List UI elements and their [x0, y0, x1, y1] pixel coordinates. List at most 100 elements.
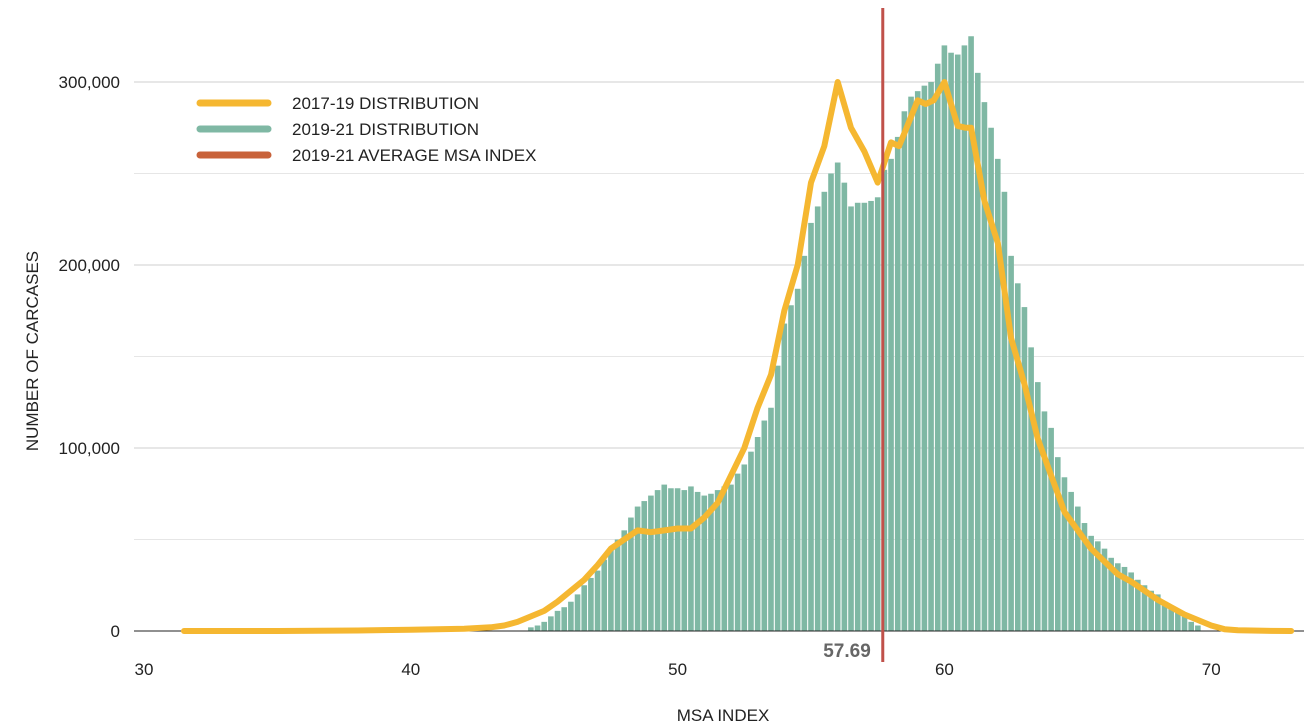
bar: [934, 63, 941, 631]
bar: [1121, 566, 1128, 631]
bar: [1148, 590, 1154, 631]
legend-label: 2019-21 DISTRIBUTION: [292, 120, 479, 139]
y-tick-label: 200,000: [59, 256, 120, 275]
bar: [1088, 535, 1094, 631]
bar: [574, 594, 581, 631]
bar: [554, 610, 561, 631]
bar: [821, 191, 828, 632]
bar: [894, 136, 901, 631]
bar: [961, 45, 968, 631]
bar: [828, 173, 834, 631]
x-tick-label: 50: [668, 660, 687, 679]
bar: [648, 495, 654, 631]
bar: [561, 607, 568, 631]
bar: [1095, 541, 1101, 631]
bar: [674, 488, 681, 631]
x-tick-label: 70: [1202, 660, 1221, 679]
line-2017-19: [181, 79, 1295, 634]
bar: [841, 182, 848, 631]
bar: [1195, 625, 1201, 631]
bar: [1048, 427, 1054, 631]
x-tick-label: 30: [135, 660, 154, 679]
bar: [968, 36, 974, 631]
bar: [534, 625, 541, 631]
bar: [661, 484, 668, 631]
bar: [1115, 563, 1121, 631]
bar: [681, 490, 688, 631]
bar: [701, 495, 708, 631]
bar: [1161, 601, 1168, 631]
bar: [888, 158, 894, 632]
bar: [768, 407, 774, 631]
bar: [1061, 477, 1068, 631]
legend-label: 2017-19 DISTRIBUTION: [292, 94, 479, 113]
x-axis-title: MSA INDEX: [677, 706, 770, 725]
bar: [668, 488, 674, 631]
bar: [1128, 572, 1134, 631]
bar: [1034, 382, 1041, 631]
bar: [854, 202, 861, 631]
bar: [1188, 621, 1194, 631]
bars-2019-21: [528, 36, 1201, 632]
bar: [801, 255, 808, 631]
bar: [1081, 523, 1088, 631]
bar: [948, 52, 954, 632]
bar: [588, 577, 594, 631]
bar: [1075, 506, 1081, 631]
bar: [908, 96, 914, 631]
y-tick-label: 0: [111, 622, 120, 641]
bar: [568, 601, 574, 631]
bar: [921, 85, 928, 631]
bar: [654, 490, 661, 631]
bar: [734, 473, 741, 631]
bar: [1041, 411, 1048, 631]
x-tick-label: 60: [935, 660, 954, 679]
bar: [688, 486, 694, 631]
bar: [741, 464, 748, 631]
bar: [541, 621, 547, 631]
bar: [1014, 283, 1021, 631]
y-axis-title: NUMBER OF CARCASES: [23, 251, 42, 451]
y-tick-label: 100,000: [59, 439, 120, 458]
bar: [1141, 585, 1148, 631]
bar: [528, 627, 534, 631]
bar: [548, 616, 554, 631]
bar: [608, 548, 614, 631]
bar: [721, 486, 728, 631]
bar: [1181, 616, 1188, 631]
bar: [1101, 548, 1108, 631]
bar: [628, 517, 634, 631]
bar: [1021, 307, 1028, 631]
average-marker: 57.69: [823, 8, 885, 662]
bar: [774, 365, 781, 631]
bar: [594, 570, 601, 631]
bar: [1175, 612, 1181, 631]
bar: [1054, 457, 1061, 631]
bar: [708, 493, 714, 631]
gridlines: [134, 81, 1304, 540]
bar: [1168, 607, 1174, 631]
bar: [634, 506, 641, 631]
bar: [641, 501, 648, 631]
bar: [728, 484, 734, 631]
bar: [1155, 594, 1161, 631]
bar: [1008, 255, 1014, 631]
bar: [814, 206, 821, 631]
bar: [861, 202, 868, 631]
bar: [868, 200, 874, 631]
line-2017-19-path: [181, 79, 1295, 634]
bar: [994, 158, 1001, 632]
bar: [781, 323, 788, 631]
bar: [1001, 191, 1008, 632]
bar: [1135, 579, 1141, 631]
bar: [694, 491, 701, 631]
bar: [881, 169, 888, 631]
bar: [1028, 347, 1034, 631]
y-tick-label: 300,000: [59, 73, 120, 92]
bar: [974, 72, 981, 632]
bar: [914, 91, 921, 631]
bar: [808, 222, 814, 631]
bar: [794, 288, 801, 631]
bar: [874, 197, 881, 632]
bar: [901, 111, 908, 631]
